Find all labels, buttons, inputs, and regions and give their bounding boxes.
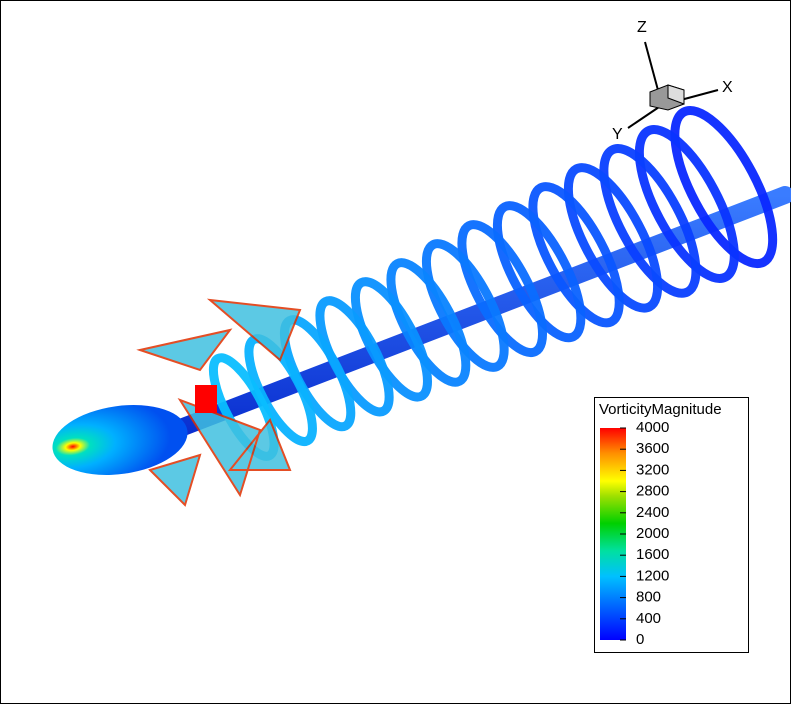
vortex-loop <box>563 163 663 313</box>
legend-label: 800 <box>636 589 661 606</box>
vortex-loop <box>386 258 471 387</box>
axes-triad: Z X Y <box>612 19 733 143</box>
vortex-loop <box>634 125 739 283</box>
legend-label: 2000 <box>636 525 669 542</box>
spinner <box>52 405 188 475</box>
vortex-loop <box>457 220 548 358</box>
axis-label: X <box>722 79 733 96</box>
vortex-loop <box>599 144 701 298</box>
axis-label: Y <box>612 126 623 143</box>
vortex-loop <box>492 201 586 343</box>
vortex-loop <box>528 182 624 328</box>
propeller <box>52 298 302 507</box>
legend-label: 3600 <box>636 440 669 457</box>
legend-label: 3200 <box>636 461 669 478</box>
vortex-loop <box>670 106 778 269</box>
legend-label: 2800 <box>636 483 669 500</box>
axis-label: Z <box>637 19 647 36</box>
legend-title: VorticityMagnitude <box>599 401 722 418</box>
legend: VorticityMagnitude 400036003200280024002… <box>594 397 749 653</box>
legend-label: 400 <box>636 610 661 627</box>
shaft <box>161 186 791 441</box>
legend-label: 2400 <box>636 504 669 521</box>
legend-label: 4000 <box>636 419 669 436</box>
vortex-loop <box>421 239 509 372</box>
legend-label: 0 <box>636 631 644 648</box>
vortex-render <box>161 106 791 461</box>
legend-label: 1200 <box>636 567 669 584</box>
legend-label: 1600 <box>636 546 669 563</box>
